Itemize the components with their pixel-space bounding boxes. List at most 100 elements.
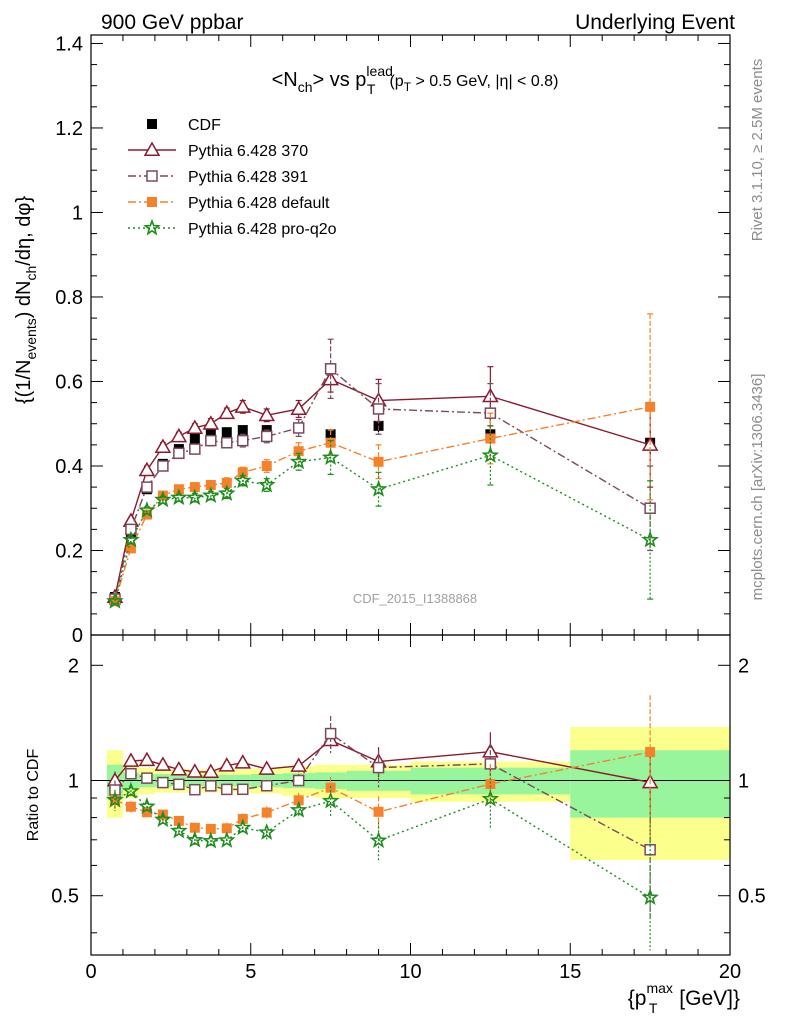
ratio-point xyxy=(221,823,232,834)
ratio-point xyxy=(321,791,340,809)
data-point xyxy=(157,460,169,472)
y-tick-label: 0.6 xyxy=(55,371,83,393)
ratio-point xyxy=(205,780,217,792)
data-point xyxy=(237,434,249,447)
ratio-point xyxy=(138,797,156,815)
data-point xyxy=(258,406,276,422)
mcplots-label: mcplots.cern.ch [arXiv:1306.3436] xyxy=(749,374,766,601)
ratio-point xyxy=(324,727,337,740)
data-point xyxy=(237,425,248,436)
legend-marker xyxy=(147,197,157,207)
y-tick-label: 0.2 xyxy=(55,540,83,562)
ratio-point xyxy=(292,774,305,787)
legend-label: Pythia 6.428 391 xyxy=(188,169,308,186)
data-point xyxy=(293,446,304,457)
series-pythia-6-428-default xyxy=(109,313,656,607)
ratio-point xyxy=(170,821,188,839)
data-point xyxy=(233,471,252,489)
legend-label: Pythia 6.428 370 xyxy=(188,143,308,160)
data-point xyxy=(373,456,384,467)
ratio-point xyxy=(141,807,152,818)
ratio-point xyxy=(205,823,216,834)
ratio-point xyxy=(189,783,201,796)
data-point xyxy=(202,415,220,430)
data-point xyxy=(325,437,336,448)
x-tick-label: 20 xyxy=(719,961,741,983)
ratio-panel-data xyxy=(106,695,659,951)
data-point xyxy=(202,486,220,504)
ratio-point xyxy=(372,761,385,774)
ratio-point xyxy=(289,800,308,818)
ratio-point xyxy=(138,751,156,767)
data-point xyxy=(217,484,236,501)
ratio-point xyxy=(125,767,137,780)
y-tick-label: 0 xyxy=(72,625,83,647)
ratio-point xyxy=(125,801,136,812)
data-point xyxy=(154,490,172,508)
x-tick-label: 15 xyxy=(559,961,581,983)
data-point xyxy=(141,481,153,493)
data-point xyxy=(170,427,188,443)
series-pythia-6-428-pro-q2o xyxy=(106,425,660,609)
ratio-point xyxy=(293,795,304,806)
data-point xyxy=(641,530,660,548)
legend-marker xyxy=(147,119,157,129)
ratio-point xyxy=(186,830,204,848)
data-point xyxy=(106,591,124,609)
ratio-point xyxy=(237,783,249,796)
legend-label: Pythia 6.428 pro-q2o xyxy=(188,221,337,238)
ratio-tick-label-right: 2 xyxy=(738,655,749,677)
data-point xyxy=(218,404,236,420)
data-point xyxy=(154,438,172,453)
legend-entry: Pythia 6.428 default xyxy=(128,195,330,212)
series-line xyxy=(114,454,651,602)
ratio-point xyxy=(645,747,656,758)
ratio-point xyxy=(186,763,204,778)
axis-ticks: 0 5 10 15 20 0 0.2 0.4 0.6 0.8 1 1.2 1.4 0.5 0.5 1 1 2 2 xyxy=(51,33,766,983)
data-point xyxy=(122,530,140,548)
y-axis-label-main: {(1/Nevents) dNch/dη, dφ} xyxy=(13,196,39,404)
ratio-point xyxy=(157,776,169,789)
data-point xyxy=(221,477,232,488)
legend-entry: CDF xyxy=(147,117,221,134)
ratio-point xyxy=(202,831,220,849)
ratio-point xyxy=(290,757,307,772)
ratio-series-pythia-6-428-pro-q2o xyxy=(106,773,659,951)
data-point xyxy=(189,433,200,444)
data-point xyxy=(234,398,252,413)
x-tick-label: 5 xyxy=(245,961,256,983)
ratio-tick-label-right: 0.5 xyxy=(738,886,766,908)
data-point xyxy=(173,447,185,460)
x-axis-label: {pmax T [GeV]} xyxy=(628,980,740,1016)
ratio-point xyxy=(481,789,500,807)
ratio-tick-label-left: 1 xyxy=(68,771,79,793)
ratio-point xyxy=(122,752,140,767)
data-point xyxy=(324,363,337,375)
data-point xyxy=(186,419,204,434)
legend-entry: Pythia 6.428 391 xyxy=(128,169,308,186)
legend-label: Pythia 6.428 default xyxy=(188,195,330,212)
data-point xyxy=(290,400,307,415)
watermark: CDF_2015_I1388868 xyxy=(353,591,477,606)
ratio-point xyxy=(485,779,496,790)
data-point xyxy=(261,460,272,471)
ratio-point xyxy=(170,761,188,776)
data-point xyxy=(189,482,200,493)
ratio-point xyxy=(373,806,384,817)
legend-marker xyxy=(146,170,158,182)
ratio-point xyxy=(641,888,659,906)
ratio-tick-label-left: 0.5 xyxy=(51,886,79,908)
data-point xyxy=(186,488,204,506)
data-point xyxy=(221,427,232,438)
data-point xyxy=(644,502,656,514)
data-point xyxy=(170,488,188,506)
main-frame xyxy=(90,34,731,636)
ratio-point xyxy=(141,772,153,784)
data-point xyxy=(189,443,201,455)
data-point xyxy=(205,429,216,440)
ratio-point xyxy=(217,830,236,848)
ratio-point xyxy=(234,754,252,769)
legend-label: CDF xyxy=(188,117,221,134)
data-point xyxy=(141,509,152,520)
